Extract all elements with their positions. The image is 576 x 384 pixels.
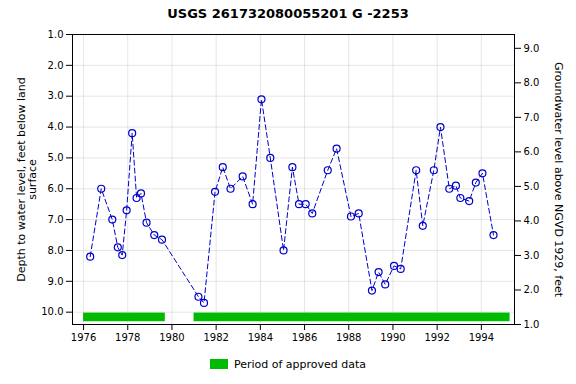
svg-text:1984: 1984 xyxy=(248,332,273,343)
svg-text:1988: 1988 xyxy=(336,332,361,343)
svg-text:2.0: 2.0 xyxy=(48,60,64,71)
svg-text:6.0: 6.0 xyxy=(48,183,64,194)
html-text:Period of approved data: Period of approved data xyxy=(233,357,367,371)
svg-text:1.0: 1.0 xyxy=(524,319,540,330)
svg-text:5.0: 5.0 xyxy=(48,152,64,163)
svg-text:10.0: 10.0 xyxy=(41,306,63,317)
svg-text:1.0: 1.0 xyxy=(48,29,64,40)
svg-text:Depth to water level, feet bel: Depth to water level, feet below landsur… xyxy=(15,77,39,282)
svg-text:1986: 1986 xyxy=(292,332,317,343)
svg-text:9.0: 9.0 xyxy=(524,43,540,54)
svg-text:6.0: 6.0 xyxy=(524,146,540,157)
svg-text:7.0: 7.0 xyxy=(524,112,540,123)
svg-text:8.0: 8.0 xyxy=(48,245,64,256)
svg-text:4.0: 4.0 xyxy=(48,121,64,132)
svg-text:1990: 1990 xyxy=(380,332,405,343)
svg-text:1976: 1976 xyxy=(71,332,96,343)
svg-text:1980: 1980 xyxy=(159,332,184,343)
svg-text:5.0: 5.0 xyxy=(524,181,540,192)
svg-text:1994: 1994 xyxy=(469,332,494,343)
svg-text:8.0: 8.0 xyxy=(524,77,540,88)
svg-text:Groundwater level above NGVD 1: Groundwater level above NGVD 1929, feet xyxy=(552,62,565,298)
svg-text:4.0: 4.0 xyxy=(524,215,540,226)
svg-text:2.0: 2.0 xyxy=(524,284,540,295)
svg-text:1982: 1982 xyxy=(203,332,228,343)
svg-text:3.0: 3.0 xyxy=(48,90,64,101)
svg-text:1992: 1992 xyxy=(424,332,449,343)
html-text:USGS 261732080055201 G -2253: USGS 261732080055201 G -2253 xyxy=(167,6,409,21)
svg-text:9.0: 9.0 xyxy=(48,276,64,287)
svg-text:7.0: 7.0 xyxy=(48,214,64,225)
svg-text:3.0: 3.0 xyxy=(524,250,540,261)
svg-text:1978: 1978 xyxy=(115,332,140,343)
